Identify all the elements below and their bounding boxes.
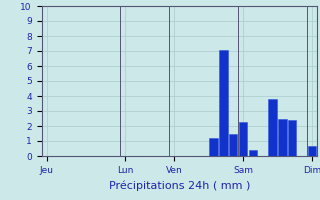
Bar [288,120,296,156]
Bar [268,99,277,156]
Bar [278,118,287,156]
Bar [308,146,316,156]
Bar [229,134,237,156]
Bar [219,49,228,156]
Bar [249,150,257,156]
X-axis label: Précipitations 24h ( mm ): Précipitations 24h ( mm ) [108,180,250,191]
Bar [239,121,247,156]
Bar [209,138,218,156]
